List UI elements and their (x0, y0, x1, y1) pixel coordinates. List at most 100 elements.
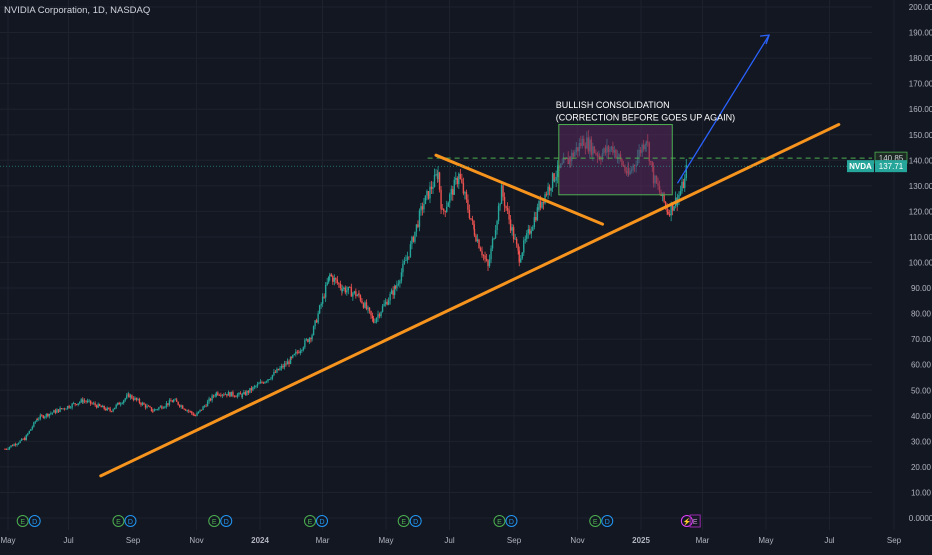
candle-body (279, 368, 281, 371)
event-marker-icon[interactable] (304, 515, 317, 527)
candle-body (332, 276, 334, 282)
candle-body (349, 286, 351, 288)
event-marker-icon[interactable] (493, 515, 506, 527)
symbol-label: NVDA (849, 162, 872, 171)
candle-body (414, 231, 416, 242)
event-marker-icon[interactable] (124, 515, 137, 527)
candle-body (390, 290, 393, 294)
candle-body (455, 177, 457, 180)
projection-arrow[interactable] (676, 34, 770, 184)
consolidation-box[interactable] (558, 124, 673, 196)
candle-body (372, 318, 375, 323)
candle-body (180, 405, 182, 407)
candle-body (374, 322, 376, 323)
candle-body (227, 392, 230, 396)
candle-body (446, 206, 448, 212)
candle-body (438, 172, 441, 190)
candle-body (211, 395, 213, 401)
event-marker-icon[interactable] (16, 515, 29, 527)
candle-body (271, 374, 274, 379)
candle-body (54, 410, 57, 413)
candle-body (508, 210, 510, 220)
event-marker-icon[interactable] (409, 515, 422, 527)
candle-body (63, 408, 66, 410)
candle-body (299, 350, 302, 354)
candle-body (153, 409, 156, 412)
candle-body (270, 378, 272, 380)
candle-body (10, 445, 12, 447)
candle-body (682, 181, 685, 188)
candle-body (34, 421, 37, 423)
event-marker-icon[interactable] (397, 515, 410, 527)
event-marker-icon[interactable] (601, 515, 614, 527)
candle-body (671, 203, 674, 211)
earnings-upcoming-marker[interactable] (689, 514, 701, 528)
candle-body (212, 395, 215, 397)
candle-body (485, 258, 488, 261)
event-marker-icon[interactable] (112, 515, 125, 527)
event-marker-icon[interactable] (589, 515, 602, 527)
candle-body (321, 296, 324, 304)
candle-body (406, 256, 409, 261)
candle-body (324, 284, 327, 298)
candle-body (172, 399, 175, 402)
event-marker-icon[interactable] (208, 515, 221, 527)
candle-body (181, 405, 184, 409)
candle-body (333, 277, 336, 282)
candle-body (95, 405, 98, 408)
candle-body (162, 407, 165, 409)
candle-body (20, 438, 23, 441)
candle-body (670, 203, 672, 216)
candle-body (268, 379, 271, 381)
event-label: D (319, 519, 324, 526)
candle-body (415, 224, 418, 232)
candle-body (244, 392, 247, 395)
event-marker-icon[interactable] (316, 515, 329, 527)
candle-body (520, 258, 522, 263)
event-marker-icon[interactable] (220, 515, 233, 527)
candle-body (453, 179, 455, 195)
candle-body (14, 444, 17, 446)
candle-body (229, 392, 231, 397)
candle-body (310, 338, 312, 340)
event-marker-icon[interactable] (680, 515, 693, 527)
event-label: E (116, 519, 121, 526)
x-tick-label: Jul (444, 536, 454, 545)
ascending-trendline[interactable] (99, 123, 841, 478)
y-tick-label: 40.00 (911, 412, 932, 421)
candle-body (209, 398, 212, 401)
y-tick-label: 130.00 (909, 182, 932, 191)
candle-body (77, 403, 79, 405)
candle-body (518, 250, 520, 263)
candle-body (479, 248, 482, 252)
candle-body (361, 300, 363, 304)
candle-body (517, 244, 519, 251)
candle-body (663, 192, 665, 202)
candle-body (355, 291, 357, 297)
event-marker-icon[interactable] (505, 515, 518, 527)
candle-body (536, 207, 539, 221)
candle-body (400, 272, 403, 281)
x-tick-label: Mar (316, 536, 330, 545)
candle-body (123, 400, 125, 404)
candle-body (377, 314, 379, 318)
candle-body (196, 412, 198, 416)
candle-body (359, 295, 362, 301)
candle-body (389, 293, 391, 301)
event-marker-icon[interactable] (28, 515, 41, 527)
candle-body (109, 408, 111, 412)
candle-body (144, 404, 147, 408)
candle-body (473, 228, 476, 236)
candle-body (170, 400, 172, 402)
candle-body (24, 437, 26, 441)
candle-body (545, 194, 548, 196)
candle-body (399, 280, 401, 284)
y-tick-label: 120.00 (909, 207, 932, 216)
descending-trendline[interactable] (434, 153, 605, 226)
candle-body (449, 194, 451, 203)
candle-body (295, 351, 297, 354)
x-tick-label: Jul (63, 536, 73, 545)
event-label: E (308, 519, 313, 526)
